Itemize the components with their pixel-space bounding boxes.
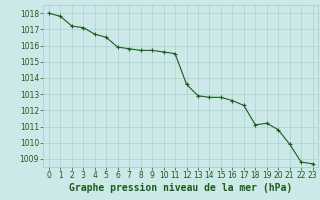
X-axis label: Graphe pression niveau de la mer (hPa): Graphe pression niveau de la mer (hPa)	[69, 183, 292, 193]
